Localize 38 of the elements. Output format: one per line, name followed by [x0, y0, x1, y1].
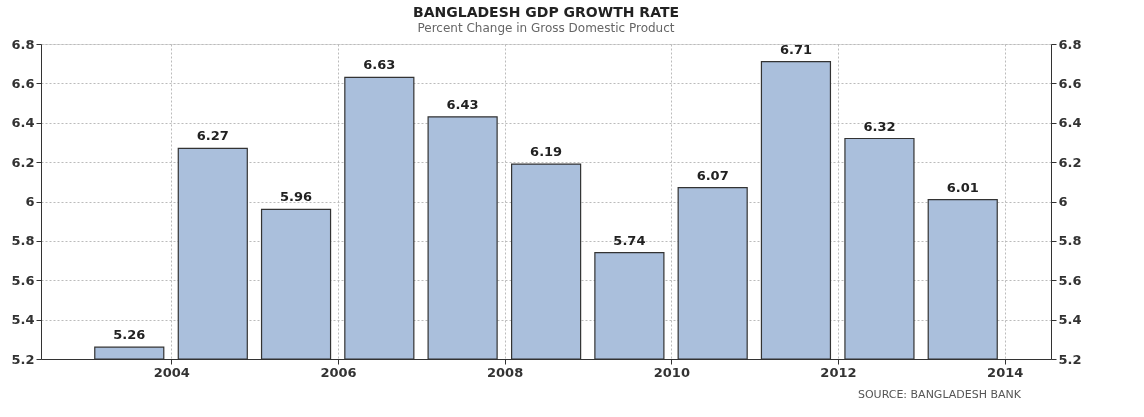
- data-label: 5.74: [613, 232, 646, 248]
- data-label: 5.26: [113, 327, 146, 343]
- y-tick-label: 6.6: [11, 75, 35, 91]
- data-label: 6.01: [946, 179, 979, 195]
- y-tick-label: 5.6: [11, 272, 35, 288]
- source-note: SOURCE: BANGLADESH BANK: [857, 388, 1022, 401]
- y-tick-label: 5.8: [11, 233, 35, 249]
- x-tick-label: 2014: [987, 364, 1024, 380]
- y2-tick-label: 6.8: [1058, 36, 1082, 52]
- x-tick-label: 2006: [320, 364, 357, 380]
- chart-subtitle: Percent Change in Gross Domestic Product: [417, 21, 675, 35]
- data-label: 6.27: [196, 128, 229, 144]
- y-tick-label: 5.4: [11, 312, 35, 328]
- data-label: 6.32: [863, 118, 896, 134]
- y-tick-label: 6.4: [11, 115, 35, 131]
- data-label: 6.63: [363, 57, 396, 73]
- y2-tick-label: 5.4: [1058, 312, 1082, 328]
- data-label: 6.43: [446, 96, 479, 112]
- data-label: 6.07: [696, 167, 729, 183]
- data-label: 6.19: [530, 144, 563, 160]
- x-tick-label: 2012: [820, 364, 857, 380]
- y-tick-label: 5.2: [11, 351, 35, 367]
- y-tick-label: 6: [25, 194, 35, 209]
- chart-title: BANGLADESH GDP GROWTH RATE: [413, 4, 679, 20]
- data-label: 6.71: [779, 41, 812, 57]
- y-tick-label: 6.8: [11, 36, 35, 52]
- y2-tick-label: 6.6: [1058, 75, 1082, 91]
- y2-tick-label: 6.4: [1058, 115, 1082, 131]
- x-tick-label: 2010: [653, 364, 690, 380]
- y2-tick-label: 5.2: [1058, 351, 1082, 367]
- y2-tick-label: 6.2: [1058, 154, 1082, 170]
- y-tick-label: 6.2: [11, 154, 35, 170]
- data-label: 5.96: [280, 189, 313, 205]
- y2-tick-label: 5.6: [1058, 272, 1082, 288]
- x-tick-label: 2004: [153, 364, 190, 380]
- x-tick-label: 2008: [487, 364, 524, 380]
- y2-tick-label: 5.8: [1058, 233, 1082, 249]
- y2-tick-label: 6: [1058, 194, 1068, 209]
